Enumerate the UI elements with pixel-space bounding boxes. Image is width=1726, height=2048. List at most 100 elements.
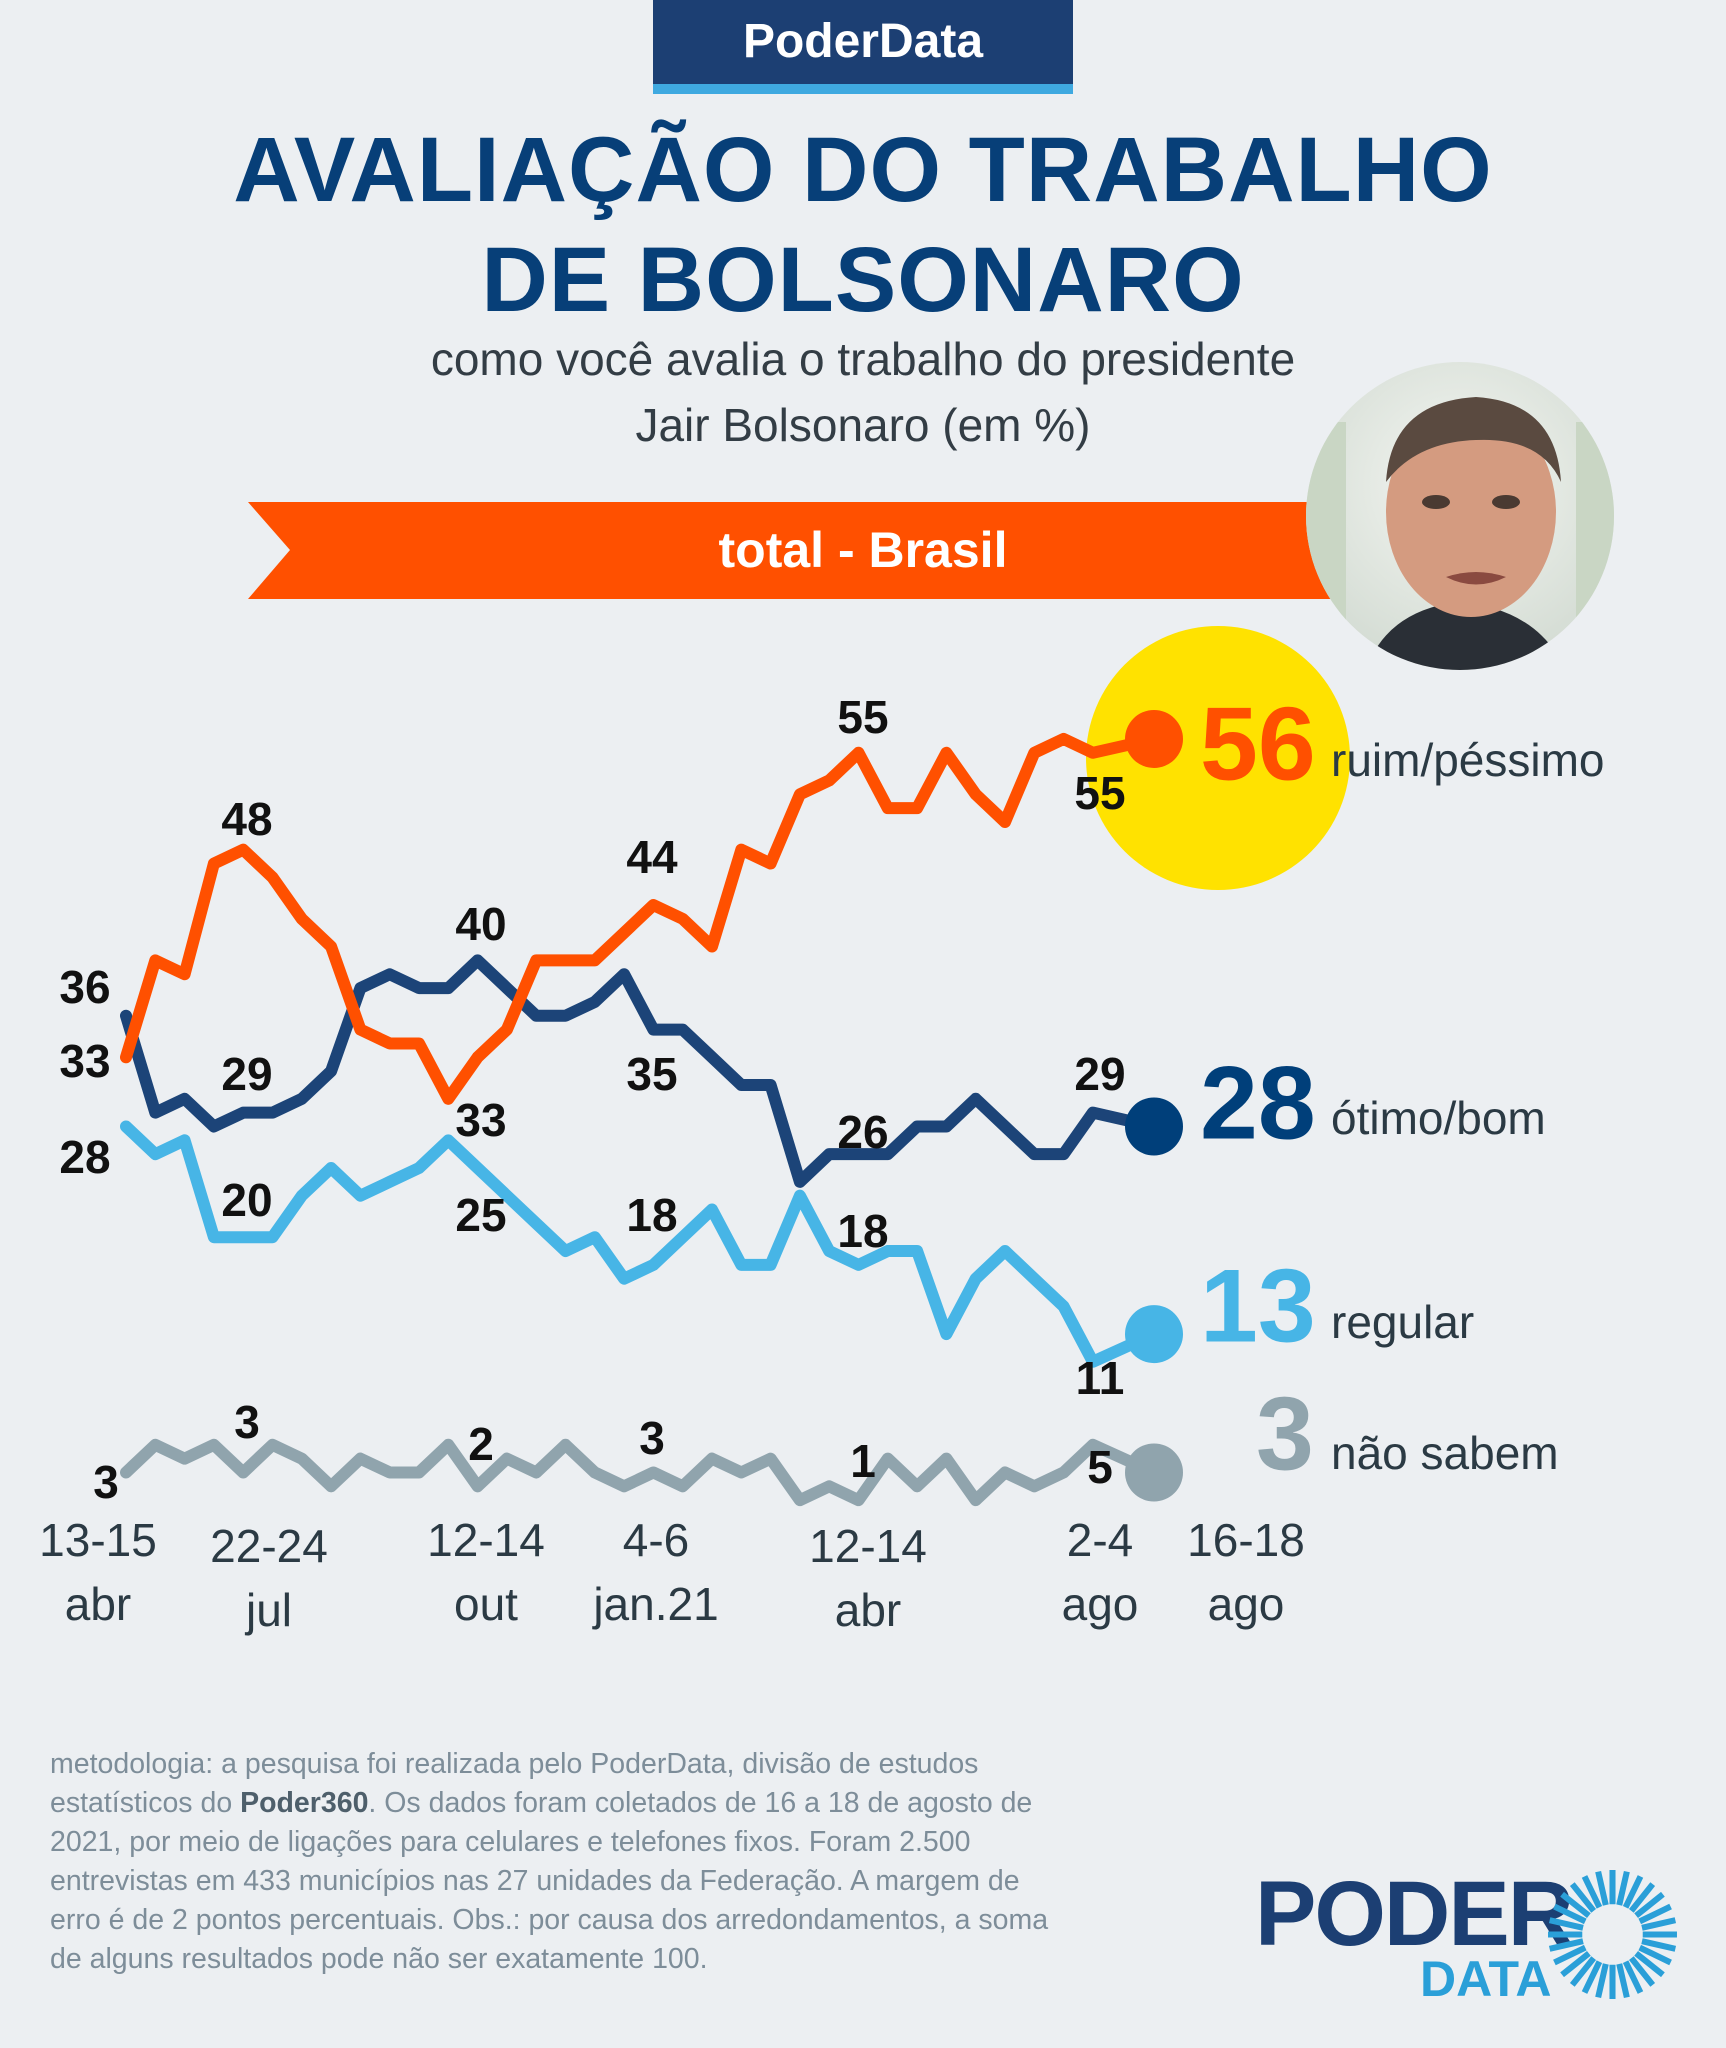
series-line-ruim (120, 732, 1160, 1105)
sunburst-ray (1628, 1956, 1656, 1987)
brand-header: PoderData (653, 0, 1073, 94)
series-line-otimo (120, 954, 1160, 1188)
data-label: 1 (850, 1435, 876, 1487)
data-label: 29 (221, 1048, 273, 1100)
sunburst-icon (1548, 1870, 1677, 1999)
x-tick-date: 16-18 (1187, 1514, 1305, 1566)
data-label: 29 (1074, 1048, 1126, 1100)
legend-ruim: ruim/péssimo (1331, 734, 1605, 786)
sunburst-ray (1560, 1891, 1591, 1919)
data-label: 36 (59, 961, 111, 1013)
x-tick-label: 4-6 jan.21 (593, 1508, 718, 1636)
sunburst-ray (1548, 1917, 1584, 1931)
footer-brand: Poder360 (240, 1787, 369, 1819)
data-label: 18 (837, 1205, 889, 1257)
line-chart (120, 626, 1350, 1507)
data-label: 35 (626, 1048, 678, 1100)
footer-text: . Os dados foram coletados de 16 a 18 de… (368, 1787, 1033, 1819)
footer-text: estatísticos do (50, 1787, 241, 1819)
x-tick-month: jul (245, 1584, 293, 1636)
sunburst-ray (1641, 1917, 1677, 1931)
footer-line: metodologia: a pesquisa foi realizada pe… (50, 1748, 979, 1780)
sunburst-ray (1622, 1875, 1644, 1909)
footer-line: estatísticos do Poder360. Os dados foram… (50, 1784, 1210, 1823)
x-tick-label: 13-15 abr (39, 1508, 157, 1636)
sunburst-ray (1638, 1903, 1672, 1925)
logo-word-data: DATA (1420, 1951, 1552, 2007)
sunburst-ray (1569, 1956, 1597, 1987)
end-point-ruim (1125, 709, 1183, 768)
data-label: 28 (59, 1131, 111, 1183)
sunburst-ray (1628, 1882, 1656, 1913)
x-tick-date: 22-24 (210, 1520, 328, 1572)
x-tick-date: 12-14 (809, 1520, 927, 1572)
legend-nao-sabem: não sabem (1331, 1427, 1559, 1479)
series-line-nao_sabem (120, 1438, 1160, 1507)
final-value-nao-sabem: 3 (1256, 1376, 1314, 1493)
data-label: 33 (59, 1035, 111, 1087)
x-tick-date: 13-15 (39, 1514, 157, 1566)
data-label: 20 (221, 1174, 273, 1226)
x-tick-month: jan.21 (593, 1578, 719, 1630)
legend-otimo: ótimo/bom (1331, 1092, 1546, 1144)
sunburst-ray (1595, 1870, 1609, 1906)
data-label: 25 (455, 1189, 507, 1241)
series-line-regular (120, 1120, 1160, 1368)
methodology-note: metodologia: a pesquisa foi realizada pe… (50, 1745, 1210, 1979)
x-tick-month: abr (834, 1584, 902, 1636)
highlight-circle (1086, 626, 1350, 890)
page-title-line1: AVALIAÇÃO DO TRABALHO (233, 119, 1493, 221)
end-point-nao_sabem (1125, 1443, 1183, 1502)
legend-regular: regular (1331, 1296, 1475, 1348)
sunburst-ray (1634, 1891, 1665, 1919)
x-tick-month: out (454, 1578, 518, 1630)
sunburst-ray (1595, 1963, 1609, 1999)
final-value-otimo: 28 (1200, 1045, 1316, 1162)
sunburst-ray (1616, 1870, 1630, 1906)
sunburst-ray (1581, 1875, 1603, 1909)
footer-line: entrevistas em 433 municípios nas 27 uni… (50, 1865, 1020, 1897)
subtitle-line2: Jair Bolsonaro (em %) (635, 399, 1091, 451)
data-label: 18 (626, 1189, 678, 1241)
data-label: 55 (837, 691, 889, 743)
data-label: 11 (1075, 1352, 1125, 1404)
x-tick-label: 2-4 ago (1062, 1508, 1139, 1636)
data-label: 3 (234, 1396, 260, 1448)
sunburst-ray (1569, 1882, 1597, 1913)
page-title-line2: DE BOLSONARO (481, 229, 1245, 331)
sunburst-ray (1616, 1963, 1630, 1999)
sunburst-ray (1634, 1950, 1665, 1978)
x-tick-month: ago (1207, 1578, 1285, 1630)
banner-label: total - Brasil (718, 522, 1008, 578)
end-point-regular (1125, 1305, 1183, 1364)
sunburst-ray (1553, 1944, 1587, 1966)
footer-line: 2021, por meio de ligações para celulare… (50, 1826, 971, 1858)
poderdata-logo: PODER DATA (1255, 1862, 1685, 2012)
sunburst-ray (1560, 1950, 1591, 1978)
data-label: 33 (455, 1094, 507, 1146)
footer-line: erro é de 2 pontos percentuais. Obs.: po… (50, 1904, 1049, 1936)
end-point-otimo (1125, 1097, 1183, 1156)
subtitle-line1: como você avalia o trabalho do president… (430, 333, 1296, 385)
sunburst-ray (1553, 1903, 1587, 1925)
data-label: 3 (639, 1412, 665, 1464)
data-label: 5 (1087, 1441, 1113, 1493)
data-label: 55 (1074, 767, 1126, 819)
logo-word-poder: PODER (1255, 1863, 1574, 1965)
sunburst-ray (1622, 1960, 1644, 1994)
footer-line: de alguns resultados pode não ser exatam… (50, 1943, 708, 1975)
sunburst-ray (1548, 1938, 1584, 1952)
x-tick-date: 2-4 (1066, 1514, 1134, 1566)
data-label: 26 (837, 1106, 889, 1158)
data-label: 2 (468, 1418, 494, 1470)
banner-ribbon (248, 502, 1348, 599)
x-tick-label: 22-24 jul (210, 1514, 328, 1642)
sunburst-ray (1641, 1938, 1677, 1952)
data-label: 44 (626, 831, 678, 883)
x-tick-month: abr (64, 1578, 132, 1630)
sunburst-ray (1638, 1944, 1672, 1966)
final-value-regular: 13 (1200, 1248, 1316, 1365)
x-tick-label: 12-14 abr (809, 1514, 927, 1642)
x-tick-date: 12-14 (427, 1514, 545, 1566)
data-label: 3 (93, 1456, 119, 1508)
